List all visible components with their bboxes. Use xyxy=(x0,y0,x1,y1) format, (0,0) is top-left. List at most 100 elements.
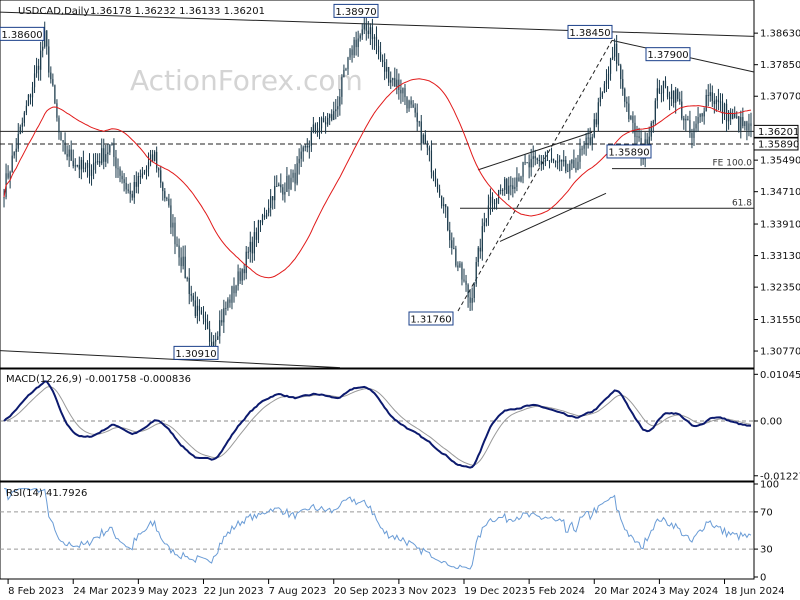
candle-body xyxy=(11,155,13,173)
candle-body xyxy=(27,94,30,106)
candle-body xyxy=(9,172,11,178)
candle-body xyxy=(557,161,559,163)
candle-body xyxy=(78,165,80,170)
macd-tick-label: 0.00 xyxy=(760,416,782,427)
level-label: FE 100.0 xyxy=(713,159,753,169)
pivot-label-text: 1.31760 xyxy=(410,314,451,325)
candle-body xyxy=(62,140,64,143)
candle-body xyxy=(497,189,500,199)
candle-body xyxy=(658,88,661,93)
candle-body xyxy=(701,113,703,117)
candle-body xyxy=(593,119,595,137)
candle-body xyxy=(231,286,233,303)
candle-body xyxy=(145,169,148,173)
candle-body xyxy=(524,162,526,164)
candle-body xyxy=(614,43,616,57)
candle-body xyxy=(160,170,162,183)
candle-body xyxy=(599,96,601,103)
pivot-label-text: 1.38450 xyxy=(569,28,610,39)
candle-body xyxy=(662,80,665,94)
candle-body xyxy=(186,277,188,279)
candle-body xyxy=(414,107,416,113)
candle-body xyxy=(284,191,286,195)
candle-body xyxy=(105,154,107,162)
candle-body xyxy=(546,159,549,161)
candle-body xyxy=(249,241,251,252)
candle-body xyxy=(353,39,355,56)
candle-body xyxy=(719,101,722,103)
candle-body xyxy=(294,172,296,184)
candle-body xyxy=(709,92,711,96)
candle-body xyxy=(247,251,249,253)
candle-body xyxy=(618,63,620,66)
rsi-pane: 100 70 30 0 RSI(14) 41.7926 xyxy=(0,480,779,584)
candle-body xyxy=(689,120,691,134)
candle-body xyxy=(616,43,618,64)
level-labels: FE 100.0 61.8 xyxy=(713,159,753,209)
candle-body xyxy=(750,123,752,127)
candle-body xyxy=(685,118,687,121)
candle-body xyxy=(17,133,19,149)
candle-body xyxy=(154,151,156,161)
pivot-label-box xyxy=(606,144,652,159)
candle-body xyxy=(536,158,538,161)
candle-body xyxy=(359,35,361,39)
candle-body xyxy=(532,156,534,159)
date-tick-label: 7 Aug 2023 xyxy=(269,586,327,597)
date-tick-label: 20 Mar 2024 xyxy=(594,586,657,597)
candle-body xyxy=(601,92,604,97)
date-tick-label: 24 Mar 2023 xyxy=(73,586,136,597)
candle-body xyxy=(408,100,410,109)
candle-body xyxy=(471,298,473,303)
candle-body xyxy=(426,143,428,148)
candle-body xyxy=(632,116,634,123)
candle-body xyxy=(320,117,323,129)
candle-body xyxy=(337,106,339,110)
candle-body xyxy=(215,339,217,342)
candle-body xyxy=(298,158,300,164)
candle-body xyxy=(573,159,575,168)
candle-body xyxy=(664,80,667,87)
candle-body xyxy=(504,179,506,190)
moving-average-line xyxy=(3,78,752,279)
candle-body xyxy=(526,162,528,164)
candle-body xyxy=(300,151,302,159)
candle-body xyxy=(630,116,632,120)
candle-body xyxy=(115,157,117,169)
price-axis: 1.38630 1.37850 1.37070 1.35490 1.34710 1.339… xyxy=(754,29,800,358)
candle-body xyxy=(666,86,669,97)
candle-body xyxy=(302,147,304,152)
candle-body xyxy=(113,144,115,158)
candle-body xyxy=(123,179,125,183)
candle-body xyxy=(3,197,5,199)
candle-body xyxy=(404,88,406,98)
candle-body xyxy=(174,222,176,245)
candle-body xyxy=(172,222,174,228)
candle-body xyxy=(410,100,412,105)
candle-body xyxy=(428,147,431,151)
candle-body xyxy=(748,123,750,131)
rsi-axis: 100 70 30 0 xyxy=(0,480,779,584)
candle-body xyxy=(467,284,469,298)
candle-body xyxy=(64,142,66,154)
candle-body xyxy=(86,162,89,168)
candle-body xyxy=(436,183,439,190)
candle-body xyxy=(636,136,638,138)
macd-pane: 0.010457 0.00 -0.012276 MACD(12,26,9) -0.0… xyxy=(0,368,800,482)
candle-body xyxy=(42,46,44,51)
candle-body xyxy=(451,240,453,249)
candle-body xyxy=(58,117,60,133)
candle-body xyxy=(742,117,744,127)
candle-body xyxy=(687,118,689,121)
candle-body xyxy=(198,305,201,311)
candle-body xyxy=(713,100,715,105)
candle-body xyxy=(575,167,577,170)
candle-body xyxy=(274,185,276,201)
candle-body xyxy=(227,299,229,308)
candle-body xyxy=(485,218,488,223)
candle-body xyxy=(624,88,626,102)
candle-body xyxy=(620,65,622,80)
price-tick-label: 1.35490 xyxy=(760,156,800,167)
level-label: 61.8 xyxy=(732,198,752,208)
candle-body xyxy=(229,299,231,303)
